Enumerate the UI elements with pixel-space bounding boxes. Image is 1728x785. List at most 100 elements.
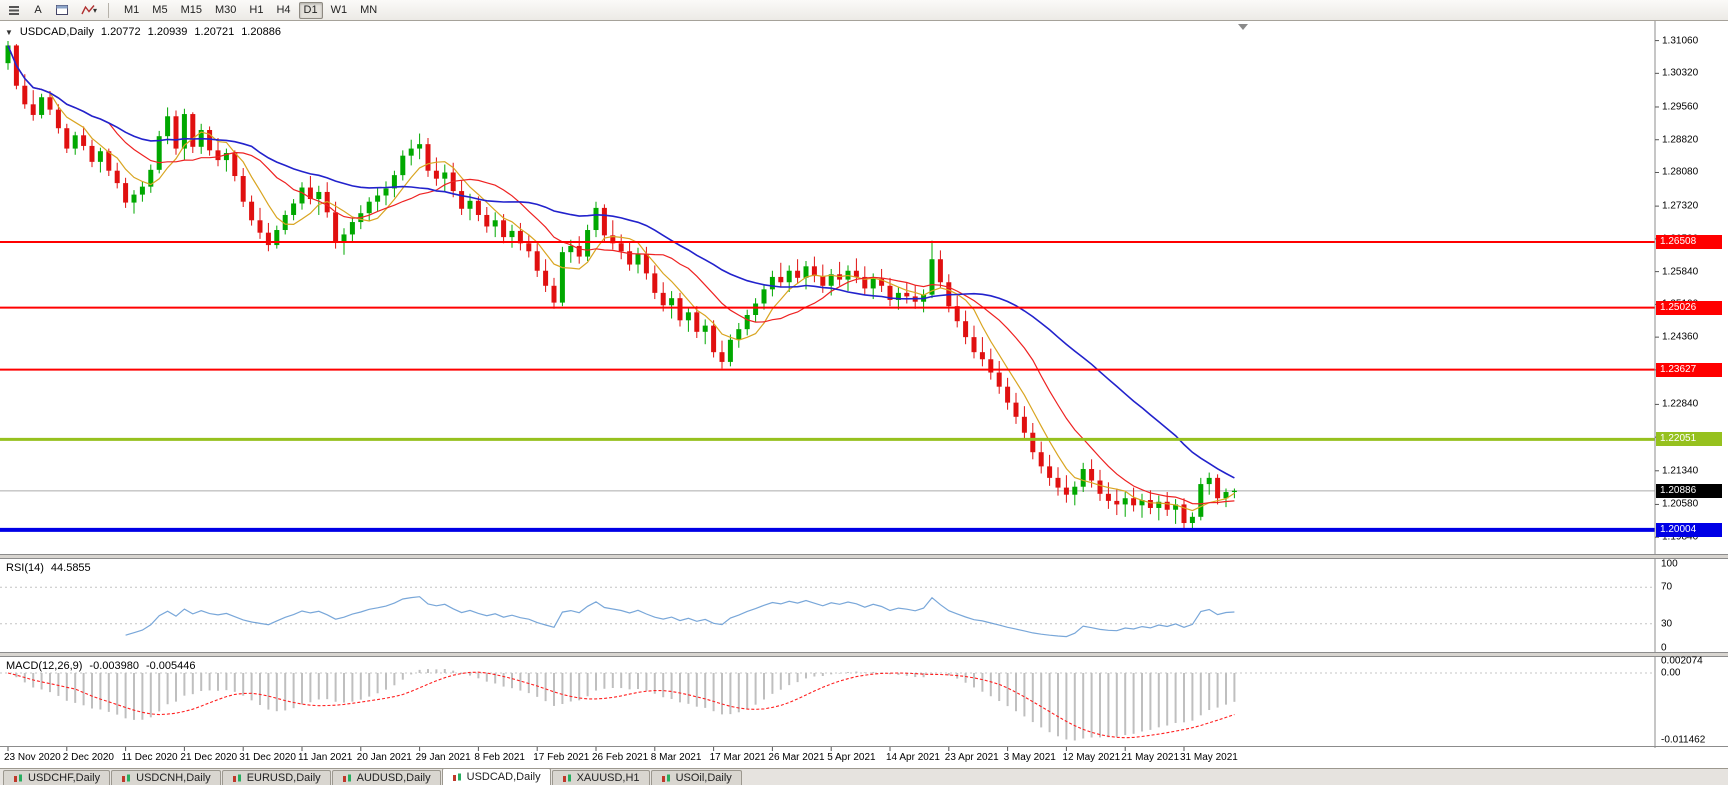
macd-axis-label: -0.011462 <box>1661 734 1706 746</box>
open-value: 1.20772 <box>100 26 141 38</box>
date-axis-label: 31 Dec 2020 <box>239 752 296 763</box>
chart-tab-audusd[interactable]: AUDUSD,Daily <box>331 770 441 785</box>
price-line-label: 1.25026 <box>1656 300 1722 315</box>
date-axis-label: 21 May 2021 <box>1121 752 1180 763</box>
candlestick-chart-icon <box>562 774 573 783</box>
rsi-label: RSI(14) 44.5855 <box>6 562 91 574</box>
date-axis-label: 29 Jan 2021 <box>415 752 471 763</box>
close-value: 1.20886 <box>241 26 281 38</box>
candlestick-chart-icon <box>13 774 24 783</box>
chart-shift-marker[interactable] <box>1238 24 1248 30</box>
price-axis-label: 1.22840 <box>1662 398 1699 410</box>
timeframe-m5-button[interactable]: M5 <box>152 4 168 16</box>
bar-chart-icon[interactable] <box>3 2 26 19</box>
rsi-name: RSI(14) <box>6 562 44 574</box>
date-axis-label: 23 Apr 2021 <box>944 752 999 763</box>
date-axis-label: 3 May 2021 <box>1003 752 1056 763</box>
rsi-level-label: 100 <box>1661 558 1678 570</box>
timeframe-m1-button[interactable]: M1 <box>124 4 140 16</box>
chart-tab-usdchf[interactable]: USDCHF,Daily <box>3 770 111 785</box>
toolbar-separator <box>108 2 110 18</box>
chart-tab-label: USOil,Daily <box>675 772 732 784</box>
low-value: 1.20721 <box>194 26 235 38</box>
price-axis[interactable] <box>1655 21 1728 748</box>
price-line-label: 1.23627 <box>1656 362 1722 377</box>
candlestick-chart-icon <box>121 774 132 783</box>
high-value: 1.20939 <box>147 26 188 38</box>
timeframe-m15-button[interactable]: M15 <box>180 4 202 16</box>
price-axis-label: 1.24360 <box>1662 331 1699 343</box>
chart-tab-usdcnh[interactable]: USDCNH,Daily <box>111 770 221 785</box>
timeframe-m30-button[interactable]: M30 <box>214 4 237 16</box>
candlestick-chart-icon <box>661 774 672 783</box>
date-axis-label: 8 Mar 2021 <box>650 752 702 763</box>
chart-tab-usoil[interactable]: USOil,Daily <box>650 770 742 785</box>
price-axis-label: 1.19840 <box>1662 531 1699 543</box>
date-axis-label: 26 Feb 2021 <box>592 752 649 763</box>
chart-tab-eurusd[interactable]: EURUSD,Daily <box>221 770 331 785</box>
candlestick-chart-icon <box>232 774 243 783</box>
price-axis-label: 1.30320 <box>1662 67 1699 79</box>
macd-label: MACD(12,26,9) -0.003980 -0.005446 <box>6 660 196 672</box>
macd-axis-label: 0.00 <box>1661 667 1681 679</box>
date-axis-label: 21 Dec 2020 <box>180 752 238 763</box>
chart-tab-label: AUDUSD,Daily <box>356 772 431 784</box>
timeframe-d1-button[interactable]: D1 <box>298 1 323 19</box>
chart-tab-label: USDCAD,Daily <box>466 771 541 783</box>
chart-tab-label: XAUUSD,H1 <box>576 772 640 784</box>
timeframe-h4-button[interactable]: H4 <box>276 4 291 16</box>
rsi-level-label: 70 <box>1661 581 1673 593</box>
letter-a-label: A <box>34 4 42 16</box>
date-axis-label: 11 Jan 2021 <box>298 752 353 763</box>
price-axis-label: 1.28820 <box>1662 134 1699 146</box>
macd-signal-value: -0.005446 <box>145 660 196 672</box>
symbol-title: USDCAD,Daily <box>19 26 94 38</box>
date-axis-label: 14 Apr 2021 <box>886 752 940 763</box>
price-axis-label: 1.20580 <box>1662 498 1699 510</box>
date-axis-label: 31 May 2021 <box>1180 752 1238 763</box>
window-tile-icon[interactable] <box>50 2 74 19</box>
timeframe-group: M1 M5 M15 M30 H1 H4 D1 W1 MN <box>119 1 382 19</box>
candlestick-chart-icon <box>342 774 353 783</box>
macd-name: MACD(12,26,9) <box>6 660 83 672</box>
timeframe-mn-button[interactable]: MN <box>360 4 378 16</box>
chart-tab-label: EURUSD,Daily <box>246 772 321 784</box>
rsi-level-label: 0 <box>1661 642 1667 654</box>
price-line-label: 1.26508 <box>1656 235 1722 250</box>
chart-tab-xauusd[interactable]: XAUUSD,H1 <box>551 770 650 785</box>
timeframe-w1-button[interactable]: W1 <box>330 4 348 16</box>
date-axis-label: 26 Mar 2021 <box>768 752 825 763</box>
chart-tab-usdcad[interactable]: USDCAD,Daily <box>441 768 551 785</box>
date-axis-label: 17 Mar 2021 <box>709 752 766 763</box>
price-axis-label: 1.31060 <box>1662 35 1699 47</box>
rsi-value: 44.5855 <box>50 562 91 574</box>
timeframe-h1-button[interactable]: H1 <box>249 4 264 16</box>
date-axis-label: 20 Jan 2021 <box>356 752 412 763</box>
letter-a-button[interactable]: A <box>28 2 48 19</box>
toolbar: A ▾ M1 M5 M15 M30 H1 H4 D1 W1 MN <box>0 0 1728 21</box>
date-axis-label: 5 Apr 2021 <box>827 752 876 763</box>
rsi-level-label: 30 <box>1661 618 1673 630</box>
date-axis-label: 17 Feb 2021 <box>533 752 590 763</box>
candlestick-chart-icon <box>452 773 463 782</box>
date-axis-label: 11 Dec 2020 <box>121 752 178 763</box>
price-axis-label: 1.29560 <box>1662 101 1699 113</box>
date-axis-label: 2 Dec 2020 <box>62 752 114 763</box>
price-axis-label: 1.28080 <box>1662 166 1699 178</box>
date-axis-label: 12 May 2021 <box>1062 752 1121 763</box>
ohlc-info: ▼ USDCAD,Daily 1.20772 1.20939 1.20721 1… <box>5 26 281 38</box>
price-line-label: 1.20004 <box>1656 522 1722 537</box>
price-line-label: 1.22051 <box>1656 432 1722 447</box>
chart-tab-label: USDCHF,Daily <box>28 772 101 784</box>
macd-axis-label: 0.002074 <box>1661 655 1703 667</box>
zigzag-line-icon[interactable]: ▾ <box>76 2 102 19</box>
price-axis-label: 1.25840 <box>1662 266 1699 278</box>
price-axis-label: 1.27320 <box>1662 200 1699 212</box>
date-axis-label: 23 Nov 2020 <box>4 752 61 763</box>
expand-arrow-icon[interactable]: ▼ <box>5 27 13 37</box>
current-price-label: 1.20886 <box>1656 483 1722 498</box>
chart-tab-label: USDCNH,Daily <box>136 772 211 784</box>
dropdown-caret-icon[interactable]: ▾ <box>93 5 98 15</box>
